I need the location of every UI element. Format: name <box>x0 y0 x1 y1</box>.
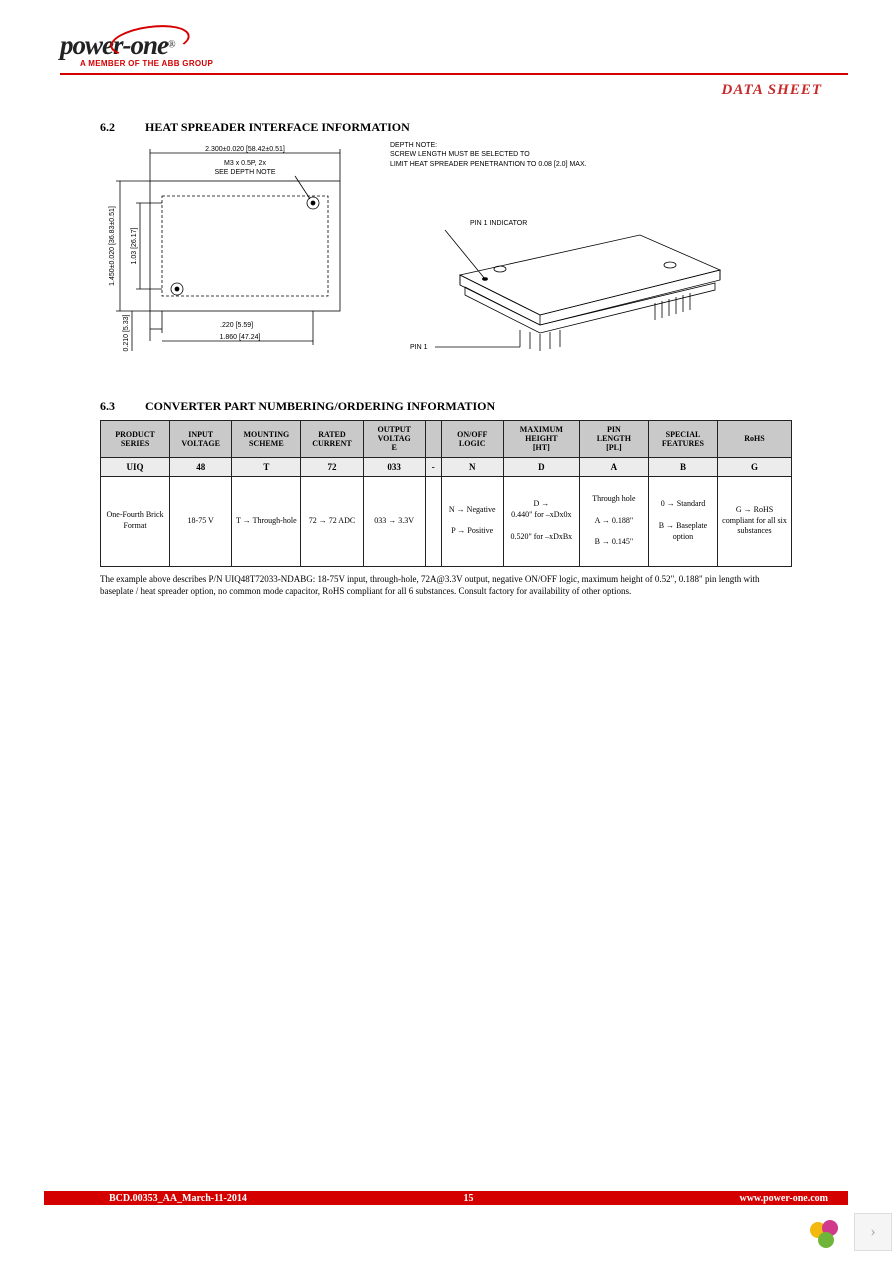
table-header-cell: INPUTVOLTAGE <box>170 421 232 458</box>
footer-page-number: 15 <box>464 1193 474 1204</box>
ordering-table: PRODUCTSERIESINPUTVOLTAGEMOUNTINGSCHEMER… <box>100 420 792 567</box>
ordering-table-wrapper: PRODUCTSERIESINPUTVOLTAGEMOUNTINGSCHEMER… <box>100 420 792 567</box>
brand-tagline: A MEMBER OF THE ABB GROUP <box>80 59 213 68</box>
footer-bar: BCD.00353_AA_March-11-2014 15 www.power-… <box>44 1191 848 1205</box>
table-header-cell: PRODUCTSERIES <box>101 421 170 458</box>
table-header-cell: ON/OFFLOGIC <box>441 421 503 458</box>
table-desc-cell: 18-75 V <box>170 476 232 566</box>
table-code-cell: T <box>232 457 301 476</box>
table-desc-cell: 0 → StandardB → Baseplate option <box>648 476 717 566</box>
see-depth-note: SEE DEPTH NOTE <box>214 169 275 176</box>
pin1-label: PIN 1 <box>410 344 428 351</box>
table-header-cell: SPECIALFEATURES <box>648 421 717 458</box>
heat-spreader-top-view: 2.300±0.020 [58.42±0.51] M3 x 0.5P, 2x S… <box>100 141 360 371</box>
table-desc-cell: D →0.440" for –xDx0x0.520" for –xDxBx <box>503 476 579 566</box>
section-6-2-heading: 6.2 HEAT SPREADER INTERFACE INFORMATION <box>100 120 792 135</box>
table-desc-row: One-Fourth Brick Format18-75 VT → Throug… <box>101 476 792 566</box>
dim-left-bot: 0.210 [5.33] <box>123 314 130 351</box>
table-code-cell: A <box>579 457 648 476</box>
dim-inner-v: 1.03 [26.17] <box>131 227 138 264</box>
table-header-cell: MOUNTINGSCHEME <box>232 421 301 458</box>
depth-note-line1: SCREW LENGTH MUST BE SELECTED TO <box>390 151 530 158</box>
table-code-cell: - <box>425 457 441 476</box>
table-desc-cell: Through holeA → 0.188"B → 0.145" <box>579 476 648 566</box>
chevron-right-icon: › <box>870 1223 875 1241</box>
table-header-cell: PINLENGTH[PL] <box>579 421 648 458</box>
table-header-cell: RATEDCURRENT <box>301 421 363 458</box>
table-header-cell: RoHS <box>718 421 792 458</box>
content-area: 6.2 HEAT SPREADER INTERFACE INFORMATION <box>100 120 792 597</box>
dim-bot-outer: 1.860 [47.24] <box>220 334 261 341</box>
section-title: CONVERTER PART NUMBERING/ORDERING INFORM… <box>145 399 495 413</box>
next-page-button[interactable]: › <box>854 1213 892 1251</box>
table-code-row: UIQ48T72033-NDABG <box>101 457 792 476</box>
document-type: DATA SHEET <box>722 82 822 99</box>
screw-spec: M3 x 0.5P, 2x <box>224 160 266 167</box>
table-code-cell: G <box>718 457 792 476</box>
depth-note-caption: DEPTH NOTE: SCREW LENGTH MUST BE SELECTE… <box>390 141 792 169</box>
dim-top: 2.300±0.020 [58.42±0.51] <box>205 146 285 153</box>
table-code-cell: N <box>441 457 503 476</box>
table-desc-cell: N → NegativeP → Positive <box>441 476 503 566</box>
section-title: HEAT SPREADER INTERFACE INFORMATION <box>145 120 410 134</box>
table-desc-cell: One-Fourth Brick Format <box>101 476 170 566</box>
table-desc-cell: G → RoHS compliant for all six substance… <box>718 476 792 566</box>
table-desc-cell: 033 → 3.3V <box>363 476 425 566</box>
table-header-row: PRODUCTSERIESINPUTVOLTAGEMOUNTINGSCHEMER… <box>101 421 792 458</box>
section-number: 6.2 <box>100 120 142 135</box>
footer-url: www.power-one.com <box>474 1193 849 1204</box>
depth-note-line2: LIMIT HEAT SPREADER PENETRANTION TO 0.08… <box>390 161 587 168</box>
table-code-cell: UIQ <box>101 457 170 476</box>
brand-logo: power-one® A MEMBER OF THE ABB GROUP <box>60 30 213 68</box>
table-code-cell: 48 <box>170 457 232 476</box>
table-desc-cell <box>425 476 441 566</box>
table-desc-cell: 72 → 72 ADC <box>301 476 363 566</box>
table-header-cell <box>425 421 441 458</box>
flourish-icon <box>804 1213 844 1253</box>
heat-spreader-iso-view: DEPTH NOTE: SCREW LENGTH MUST BE SELECTE… <box>390 141 792 371</box>
table-code-cell: B <box>648 457 717 476</box>
section-number: 6.3 <box>100 399 142 414</box>
diagram-row: 2.300±0.020 [58.42±0.51] M3 x 0.5P, 2x S… <box>100 141 792 371</box>
table-code-cell: 72 <box>301 457 363 476</box>
table-header-cell: OUTPUTVOLTAGE <box>363 421 425 458</box>
table-code-cell: 033 <box>363 457 425 476</box>
header-rule <box>60 73 848 75</box>
dim-left: 1.450±0.020 [36.83±0.51] <box>109 206 116 286</box>
depth-note-label: DEPTH NOTE: <box>390 141 437 150</box>
table-desc-cell: T → Through-hole <box>232 476 301 566</box>
example-footnote: The example above describes P/N UIQ48T72… <box>100 573 792 597</box>
table-code-cell: D <box>503 457 579 476</box>
dim-bot-inner: .220 [5.59] <box>220 322 253 329</box>
footer-doc-id: BCD.00353_AA_March-11-2014 <box>44 1193 464 1204</box>
table-header-cell: MAXIMUMHEIGHT[HT] <box>503 421 579 458</box>
section-6-3-heading: 6.3 CONVERTER PART NUMBERING/ORDERING IN… <box>100 399 792 414</box>
pin1-indicator-label: PIN 1 INDICATOR <box>470 220 527 227</box>
